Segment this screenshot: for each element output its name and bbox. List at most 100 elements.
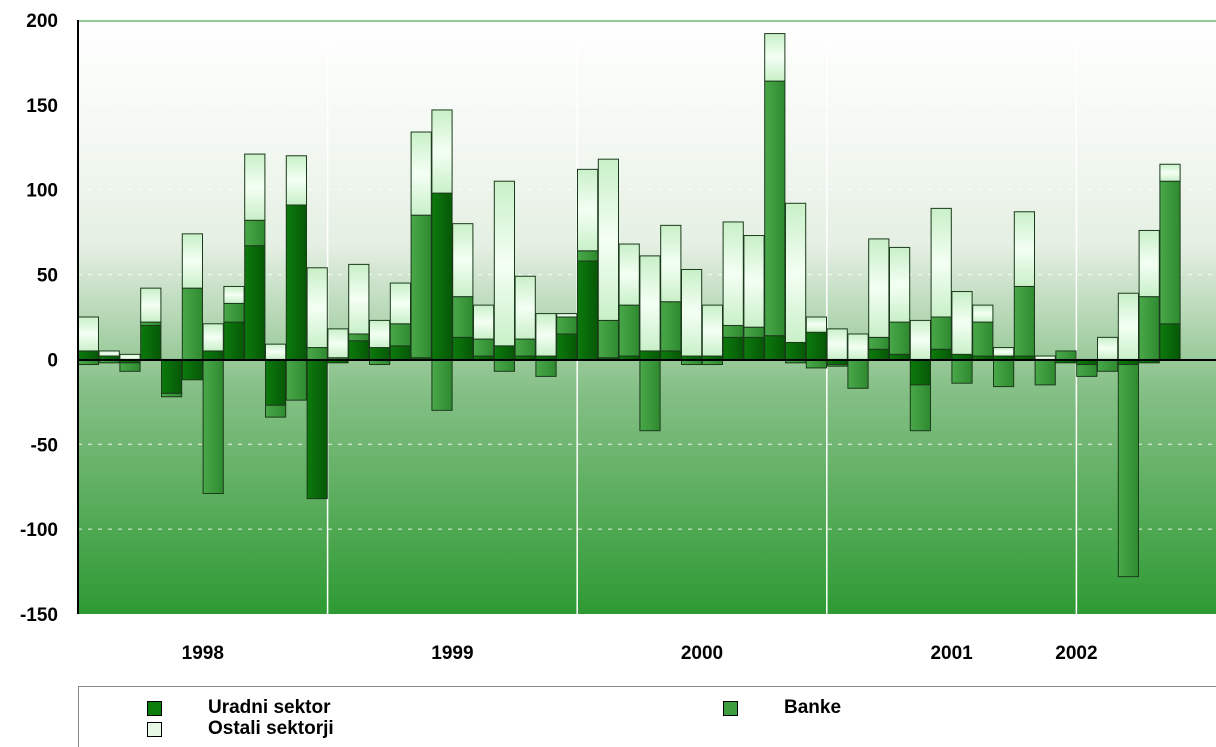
y-tick-label: -150	[20, 605, 58, 626]
bar-uradni	[265, 358, 287, 406]
bar-banke	[556, 316, 578, 335]
bar-ostali	[244, 153, 266, 221]
bar-uradni	[618, 355, 640, 360]
bar-banke	[1013, 285, 1035, 357]
bar-uradni	[951, 353, 973, 360]
x-tick-label: 1998	[182, 643, 224, 664]
bar-ostali	[639, 255, 661, 352]
bar-ostali	[597, 158, 619, 321]
bar-uradni	[764, 335, 786, 360]
legend-label-ostali: Ostali sektorji	[208, 718, 334, 739]
bar-ostali	[369, 319, 391, 349]
bar-ostali	[1159, 163, 1181, 182]
bar-banke	[868, 336, 890, 350]
bar-banke	[1159, 180, 1181, 325]
y-tick-label: -50	[31, 435, 58, 456]
bar-banke	[993, 358, 1015, 388]
legend-swatch-ostali	[147, 721, 162, 737]
bar-uradni	[535, 355, 557, 360]
bar-ostali	[306, 267, 328, 349]
bar-banke	[161, 392, 183, 398]
bar-ostali	[785, 202, 807, 343]
bar-banke	[909, 384, 931, 432]
bar-uradni	[244, 245, 266, 360]
bar-banke	[514, 338, 536, 357]
bar-banke	[410, 214, 432, 359]
legend-label-banke: Banke	[784, 697, 842, 718]
bar-ostali	[1117, 292, 1140, 360]
bar-uradni	[285, 204, 307, 360]
bar-ostali	[535, 313, 557, 357]
bar-banke	[223, 302, 245, 323]
bar-ostali	[805, 316, 827, 333]
bar-ostali	[285, 155, 307, 206]
bar-uradni	[348, 340, 370, 360]
bar-banke	[1117, 364, 1140, 578]
bar-banke	[1055, 350, 1077, 360]
bar-uradni	[306, 358, 328, 500]
bar-ostali	[77, 316, 100, 352]
bar-ostali	[847, 333, 869, 360]
bar-uradni	[972, 355, 994, 360]
bar-ostali	[181, 233, 204, 289]
bar-ostali	[473, 304, 495, 340]
bar-uradni	[473, 355, 495, 360]
bar-uradni	[98, 355, 120, 360]
bar-uradni	[868, 348, 890, 360]
bar-uradni	[77, 350, 100, 360]
bar-ostali	[701, 304, 723, 357]
legend-item-uradni: Uradni sektor	[147, 697, 330, 719]
bar-ostali	[556, 313, 578, 318]
bar-banke	[493, 358, 515, 372]
bar-uradni	[743, 336, 765, 360]
bar-banke	[244, 219, 266, 247]
bar-ostali	[223, 285, 245, 304]
bar-banke	[889, 321, 911, 355]
bar-uradni	[805, 331, 827, 360]
bar-banke	[1097, 358, 1119, 372]
bar-ostali	[1138, 229, 1160, 298]
bar-banke	[535, 358, 557, 377]
x-axis-year-labels: 1998 1999 2000 2001 2002	[182, 643, 1098, 664]
y-tick-label: 200	[26, 11, 58, 32]
bar-banke	[431, 358, 453, 411]
bar-uradni	[140, 324, 162, 360]
bar-banke	[1076, 364, 1098, 377]
y-tick-label: -100	[20, 520, 58, 541]
bar-uradni	[556, 333, 578, 360]
bar-ostali	[493, 180, 515, 347]
bar-uradni	[431, 192, 453, 360]
bar-banke	[452, 296, 474, 338]
bar-banke	[389, 323, 411, 347]
bar-ostali	[993, 347, 1015, 357]
bar-banke	[660, 301, 682, 352]
bar-ostali	[1013, 211, 1035, 287]
bar-ostali	[119, 353, 141, 360]
bar-uradni	[202, 350, 224, 360]
bar-ostali	[1034, 355, 1056, 360]
bar-banke	[285, 358, 307, 401]
bar-uradni	[389, 345, 411, 360]
bar-banke	[847, 358, 869, 389]
legend-label-uradni: Uradni sektor	[208, 697, 331, 718]
bar-banke	[140, 321, 162, 326]
bar-banke	[181, 287, 204, 360]
x-tick-label: 2001	[930, 643, 973, 664]
y-tick-label: 50	[37, 266, 58, 287]
bar-ostali	[389, 282, 411, 325]
bar-banke	[597, 319, 619, 359]
bar-ostali	[202, 323, 224, 352]
bar-uradni	[1013, 355, 1035, 360]
bar-banke	[722, 324, 744, 338]
bar-banke	[826, 364, 848, 367]
bar-uradni	[909, 358, 931, 386]
y-tick-label: 0	[47, 350, 58, 371]
bar-ostali	[681, 268, 703, 357]
bar-banke	[202, 358, 224, 495]
bar-uradni	[223, 321, 245, 360]
bar-banke	[743, 326, 765, 338]
bar-ostali	[265, 343, 287, 360]
bar-ostali	[972, 304, 994, 323]
bar-ostali	[452, 223, 474, 298]
bar-uradni	[639, 350, 661, 360]
